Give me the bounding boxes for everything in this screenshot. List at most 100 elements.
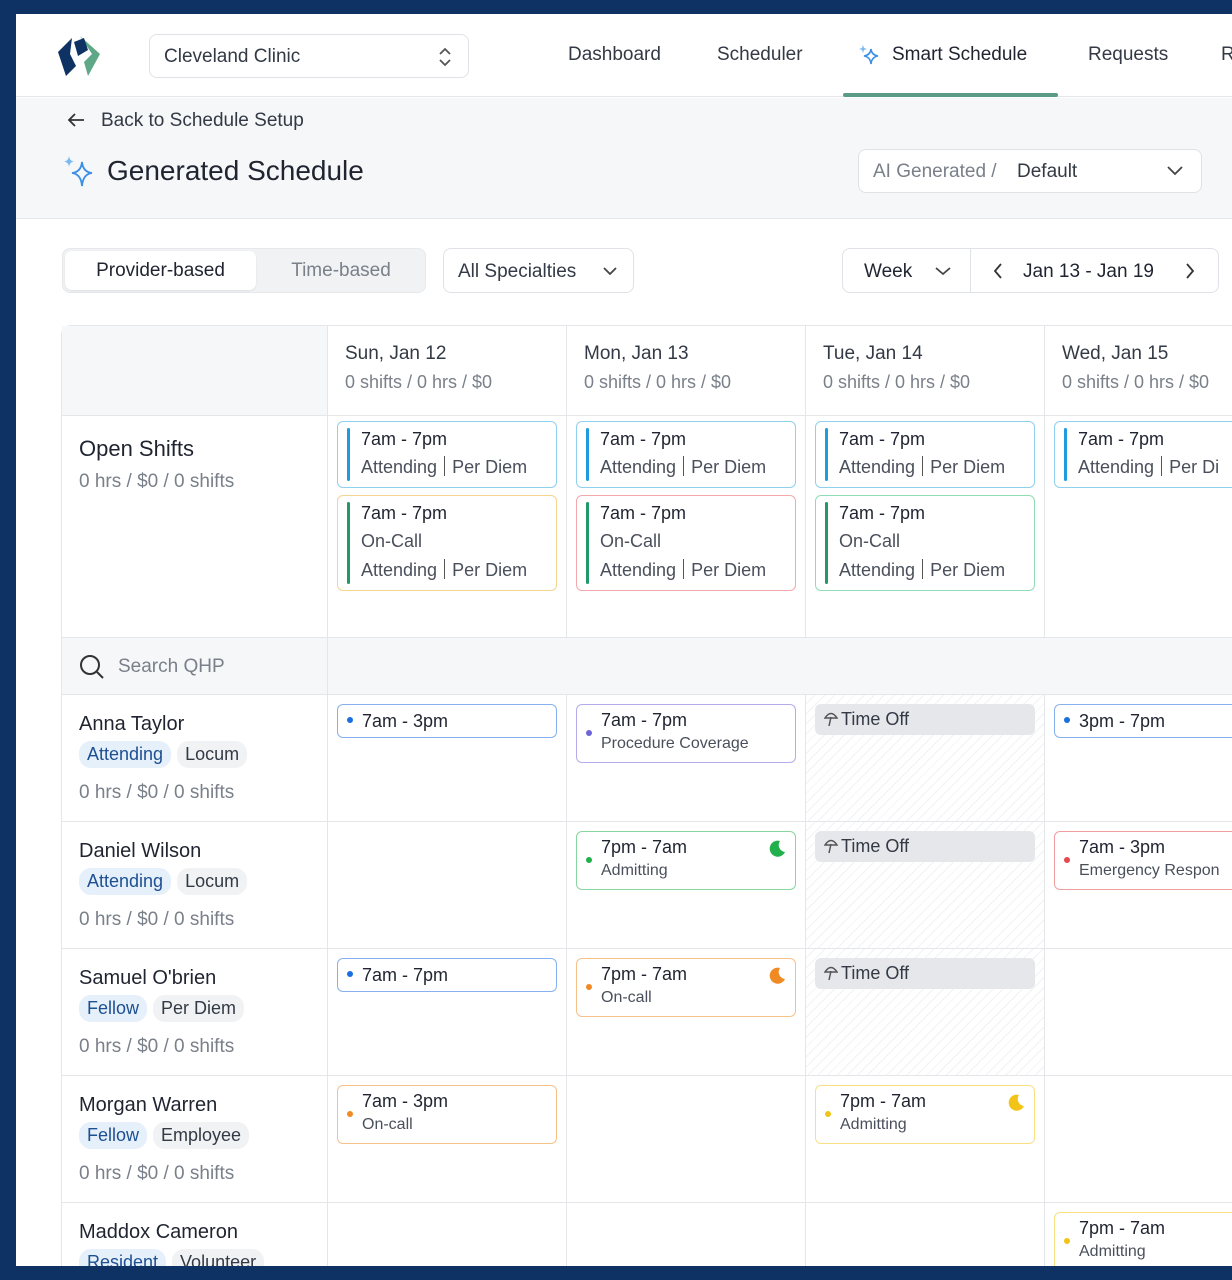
- shift-card[interactable]: 7am - 3pm: [337, 704, 557, 738]
- day-name: Wed, Jan 15: [1062, 343, 1169, 364]
- shift-time: Time Off: [841, 709, 910, 729]
- range-value: Jan 13 - Jan 19: [1023, 261, 1154, 282]
- shift-card[interactable]: 7pm - 7am Admitting: [815, 1085, 1035, 1144]
- time-off-card[interactable]: Time Off: [815, 831, 1035, 862]
- provider-summary: 0 hrs / $0 / 0 shifts: [79, 909, 235, 930]
- select-icon: [439, 47, 451, 67]
- provider-tag: Locum: [177, 868, 248, 895]
- shift-role: On-Call: [600, 531, 662, 551]
- day-summary: 0 shifts / 0 hrs / $0: [1062, 372, 1210, 392]
- mode-toggle: Provider-based Time-based: [62, 248, 426, 293]
- shift-card[interactable]: 3pm - 7pm: [1054, 704, 1232, 738]
- shift-role: Per Diem: [930, 560, 1006, 580]
- status-dot: [347, 1111, 353, 1117]
- open-shift-card[interactable]: 7am - 7pm Attending Per Diem: [576, 421, 796, 488]
- shift-role: Attending: [361, 457, 438, 477]
- shift-role: Per Diem: [930, 457, 1006, 477]
- shift-line: On-Call: [839, 527, 1026, 556]
- shift-time: 7am - 3pm: [1079, 837, 1166, 857]
- provider-tags: Attending Locum: [79, 868, 253, 895]
- nav-tab[interactable]: Scheduler: [717, 44, 803, 65]
- page-header: Back to Schedule Setup Generated Schedul…: [16, 98, 1232, 219]
- shift-card[interactable]: 7pm - 7am Admitting: [1054, 1212, 1232, 1266]
- view-select[interactable]: AI Generated / Default: [858, 149, 1202, 193]
- umbrella-icon: [823, 711, 839, 727]
- day-summary: 0 shifts / 0 hrs / $0: [584, 372, 732, 392]
- shift-card[interactable]: 7am - 3pm Emergency Respon: [1054, 831, 1232, 890]
- open-shift-card[interactable]: 7am - 7pm Attending Per Di: [1054, 421, 1232, 488]
- provider-tag: Locum: [177, 741, 248, 768]
- provider-tag: Fellow: [79, 1122, 148, 1149]
- status-dot: [347, 971, 353, 977]
- shift-time: 7am - 7pm: [361, 503, 448, 523]
- mode-button[interactable]: Provider-based: [65, 251, 256, 290]
- search-cell: Search QHP: [62, 638, 328, 695]
- provider-tag: Attending: [79, 741, 172, 768]
- provider-day-cell: [328, 1203, 567, 1266]
- shift-time: 7am - 7pm: [839, 503, 926, 523]
- provider-day-cell: [1045, 1076, 1232, 1203]
- moon-icon: [768, 966, 786, 984]
- sparkle-icon: [858, 44, 880, 66]
- search-input[interactable]: Search QHP: [118, 656, 225, 677]
- shift-line: Attending Per Diem: [839, 556, 1026, 585]
- range-unit[interactable]: Week: [864, 261, 913, 282]
- divider: [1161, 456, 1163, 476]
- provider-name: Morgan Warren: [79, 1094, 218, 1116]
- open-shift-card[interactable]: 7am - 7pm On-Call Attending Per Diem: [815, 495, 1035, 591]
- nav-tab[interactable]: Smart Schedule: [892, 44, 1028, 65]
- shift-time: Time Off: [841, 963, 910, 983]
- status-dot: [1064, 1238, 1070, 1244]
- provider-day-cell: [328, 822, 567, 949]
- provider-day-cell: 7pm - 7am Admitting: [806, 1076, 1045, 1203]
- open-shift-card[interactable]: 7am - 7pm On-Call Attending Per Diem: [576, 495, 796, 591]
- umbrella-icon: [823, 965, 839, 981]
- nav-tab[interactable]: Requests: [1088, 44, 1169, 65]
- back-link[interactable]: Back to Schedule Setup: [101, 110, 304, 131]
- provider-day-cell: 7am - 7pm: [328, 949, 567, 1076]
- time-off-card[interactable]: Time Off: [815, 704, 1035, 735]
- provider-day-cell: [806, 1203, 1045, 1266]
- provider-summary: 0 hrs / $0 / 0 shifts: [79, 782, 235, 803]
- chevron: [1167, 166, 1183, 176]
- provider-day-cell: 3pm - 7pm: [1045, 695, 1232, 822]
- day-name: Sun, Jan 12: [345, 343, 447, 364]
- shift-card[interactable]: 7pm - 7am On-call: [576, 958, 796, 1017]
- shift-sub: Procedure Coverage: [601, 735, 749, 752]
- schedule-grid: Sun, Jan 12 0 shifts / 0 hrs / $0 Mon, Jan…: [61, 325, 1232, 1266]
- card-bar: [586, 502, 589, 584]
- provider-tags: Fellow Per Diem: [79, 995, 250, 1022]
- nav-tab[interactable]: R: [1221, 44, 1232, 65]
- shift-time: 7am - 3pm: [362, 1091, 449, 1111]
- search-row-fill: [328, 638, 1232, 695]
- provider-day-cell: Time Off: [806, 949, 1045, 1076]
- provider-tags: Resident Volunteer: [79, 1249, 270, 1266]
- shift-line: Attending Per Di: [1078, 453, 1232, 482]
- prev-button[interactable]: [993, 263, 1003, 279]
- shift-card[interactable]: 7am - 7pm: [337, 958, 557, 992]
- shift-time: 7am - 7pm: [361, 429, 448, 449]
- open-shift-card[interactable]: 7am - 7pm Attending Per Diem: [815, 421, 1035, 488]
- logo: [58, 36, 100, 76]
- shift-line: Attending Per Diem: [600, 556, 787, 585]
- open-shifts-summary: 0 hrs / $0 / 0 shifts: [79, 471, 235, 492]
- time-off-card[interactable]: Time Off: [815, 958, 1035, 989]
- shift-sub: Admitting: [1079, 1243, 1146, 1260]
- status-dot: [1064, 857, 1070, 863]
- open-shifts-label-cell: Open Shifts 0 hrs / $0 / 0 shifts: [62, 416, 328, 638]
- shift-time: 3pm - 7pm: [1079, 711, 1166, 731]
- mode-button[interactable]: Time-based: [291, 260, 391, 281]
- open-shift-card[interactable]: 7am - 7pm Attending Per Diem: [337, 421, 557, 488]
- specialty-select[interactable]: All Specialties: [443, 248, 634, 293]
- next-button[interactable]: [1185, 263, 1195, 279]
- day-summary: 0 shifts / 0 hrs / $0: [823, 372, 971, 392]
- org-select[interactable]: Cleveland Clinic: [149, 34, 469, 78]
- day-name: Tue, Jan 14: [823, 343, 923, 364]
- shift-card[interactable]: 7am - 3pm On-call: [337, 1085, 557, 1144]
- back-arrow[interactable]: [66, 112, 86, 128]
- shift-card[interactable]: 7pm - 7am Admitting: [576, 831, 796, 890]
- provider-day-cell: Time Off: [806, 822, 1045, 949]
- shift-card[interactable]: 7am - 7pm Procedure Coverage: [576, 704, 796, 763]
- nav-tab[interactable]: Dashboard: [568, 44, 661, 65]
- open-shift-card[interactable]: 7am - 7pm On-Call Attending Per Diem: [337, 495, 557, 591]
